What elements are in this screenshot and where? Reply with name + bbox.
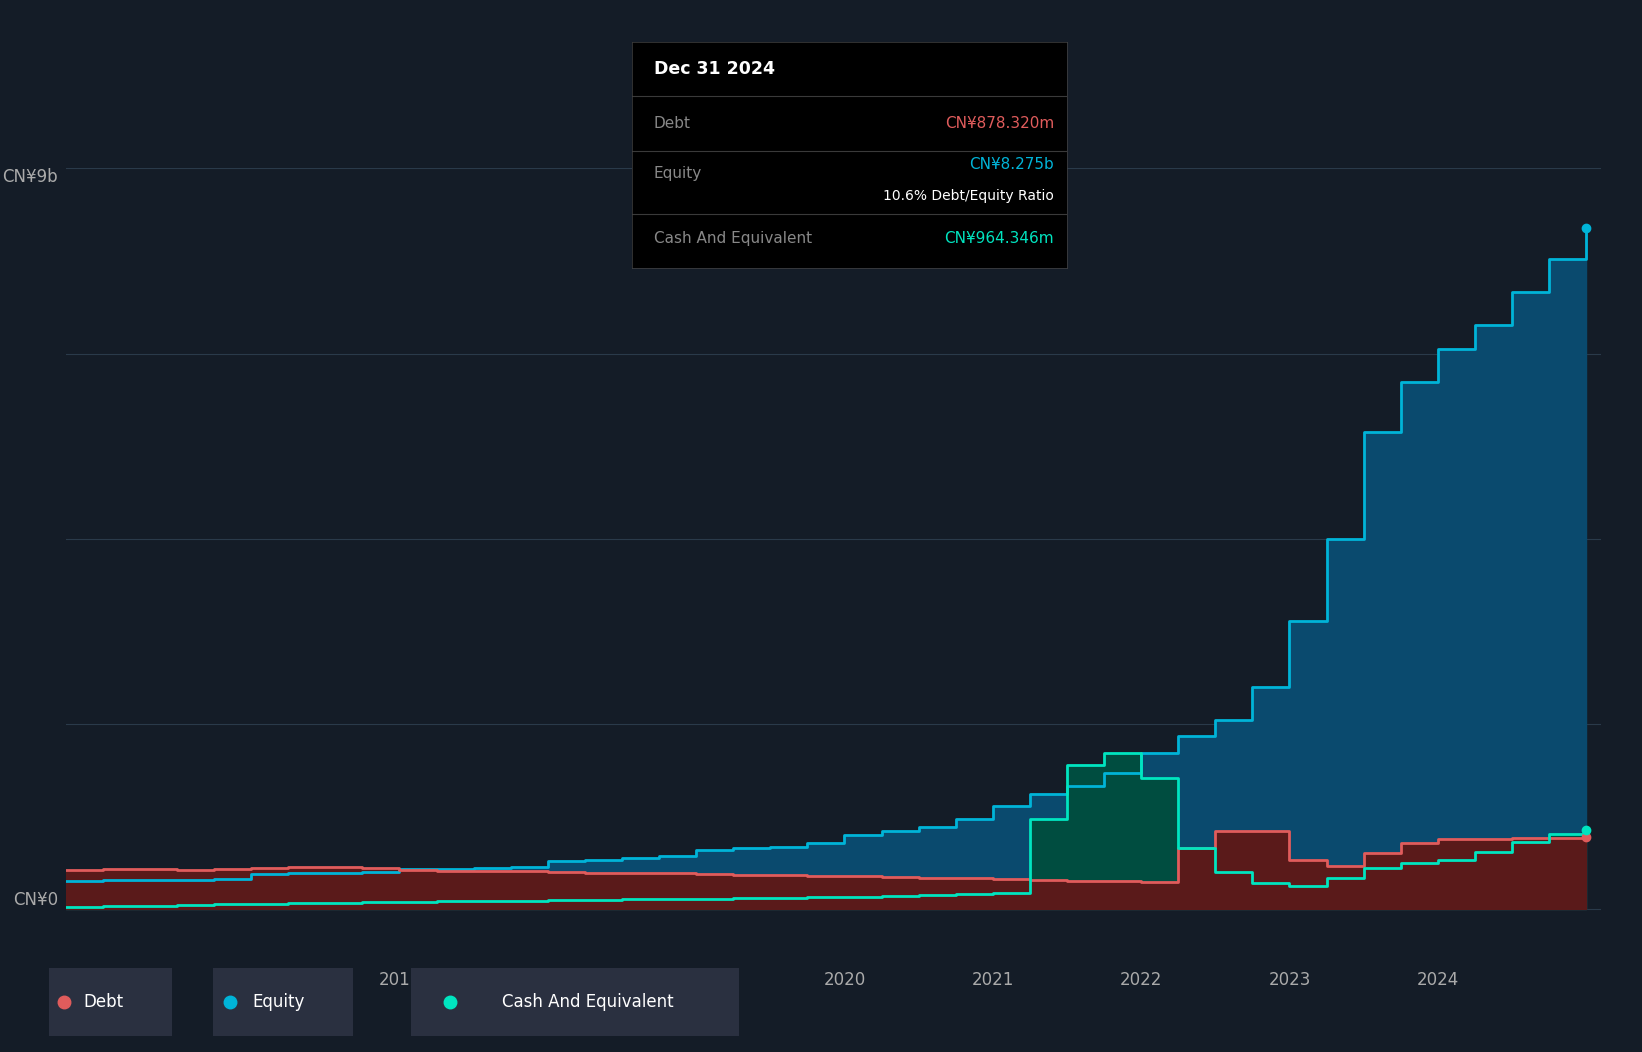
Text: CN¥964.346m: CN¥964.346m — [944, 231, 1054, 246]
Text: 2019: 2019 — [675, 971, 718, 989]
Text: 10.6% Debt/Equity Ratio: 10.6% Debt/Equity Ratio — [883, 189, 1054, 203]
Text: CN¥878.320m: CN¥878.320m — [946, 116, 1054, 132]
Text: CN¥0: CN¥0 — [13, 891, 57, 909]
Text: 2022: 2022 — [1120, 971, 1163, 989]
Text: 2016: 2016 — [230, 971, 273, 989]
Text: 2018: 2018 — [527, 971, 568, 989]
Text: 2017: 2017 — [378, 971, 420, 989]
Text: Debt: Debt — [84, 993, 123, 1011]
Text: 2020: 2020 — [823, 971, 865, 989]
Text: 2024: 2024 — [1417, 971, 1458, 989]
Text: CN¥8.275b: CN¥8.275b — [969, 157, 1054, 171]
Text: Debt: Debt — [654, 116, 691, 132]
Text: Equity: Equity — [654, 166, 703, 181]
Text: 2021: 2021 — [972, 971, 1015, 989]
Text: Equity: Equity — [253, 993, 305, 1011]
Text: 2015: 2015 — [82, 971, 123, 989]
Text: Cash And Equivalent: Cash And Equivalent — [502, 993, 675, 1011]
Text: Cash And Equivalent: Cash And Equivalent — [654, 231, 813, 246]
Text: CN¥9b: CN¥9b — [2, 168, 57, 186]
Text: Dec 31 2024: Dec 31 2024 — [654, 60, 775, 78]
Text: 2023: 2023 — [1268, 971, 1310, 989]
